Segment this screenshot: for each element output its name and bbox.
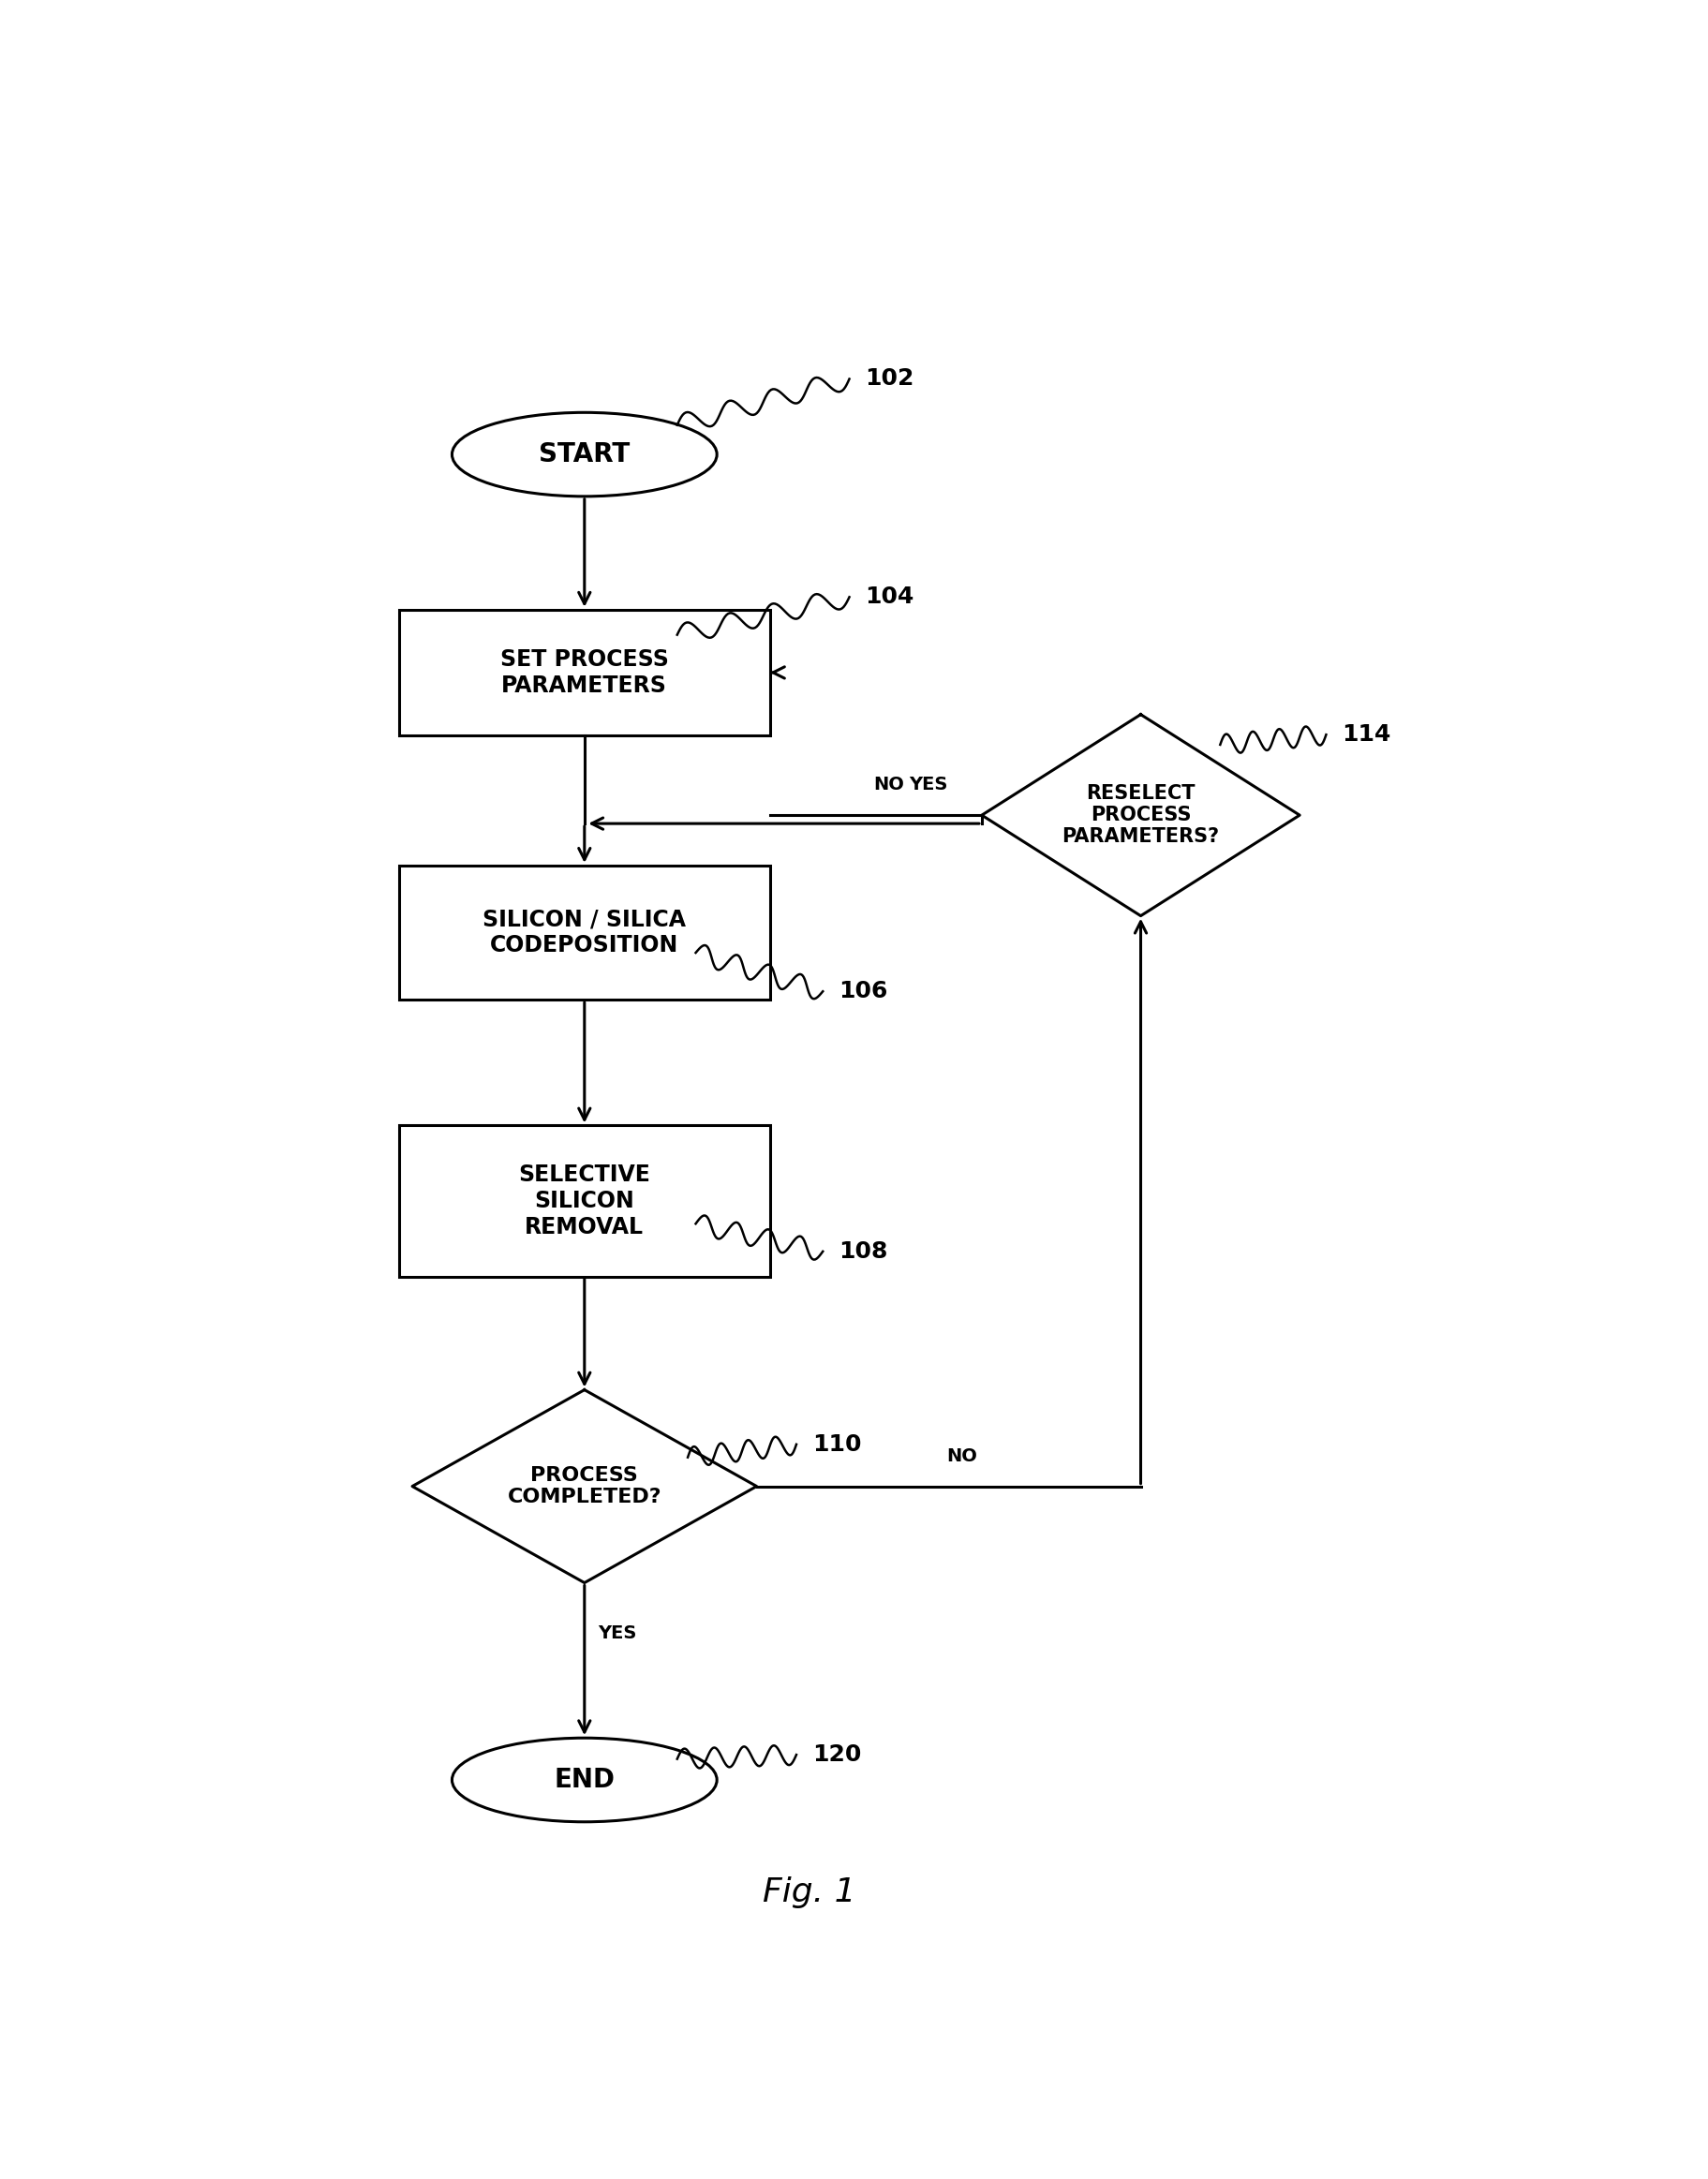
Text: PROCESS
COMPLETED?: PROCESS COMPLETED? xyxy=(507,1466,661,1506)
Text: 120: 120 xyxy=(811,1743,861,1765)
Text: 102: 102 xyxy=(864,368,914,390)
Text: START: START xyxy=(538,442,630,468)
Text: 108: 108 xyxy=(839,1240,888,1262)
Bar xyxy=(400,865,770,1000)
Text: YES: YES xyxy=(598,1623,637,1643)
Text: 114: 114 xyxy=(1341,723,1390,745)
Text: YES: YES xyxy=(909,776,948,793)
Bar xyxy=(400,1127,770,1277)
Text: RESELECT
PROCESS
PARAMETERS?: RESELECT PROCESS PARAMETERS? xyxy=(1061,784,1220,845)
Text: 106: 106 xyxy=(839,981,888,1002)
Text: SILICON / SILICA
CODEPOSITION: SILICON / SILICA CODEPOSITION xyxy=(483,909,685,957)
Bar xyxy=(400,610,770,737)
Text: 104: 104 xyxy=(864,586,914,608)
Text: NO: NO xyxy=(946,1447,977,1464)
Text: 110: 110 xyxy=(811,1434,861,1456)
Text: END: END xyxy=(553,1767,615,1793)
Text: Fig. 1: Fig. 1 xyxy=(762,1876,856,1909)
Text: SELECTIVE
SILICON
REMOVAL: SELECTIVE SILICON REMOVAL xyxy=(518,1164,651,1238)
Text: NO: NO xyxy=(873,776,904,793)
Text: SET PROCESS
PARAMETERS: SET PROCESS PARAMETERS xyxy=(500,649,668,697)
